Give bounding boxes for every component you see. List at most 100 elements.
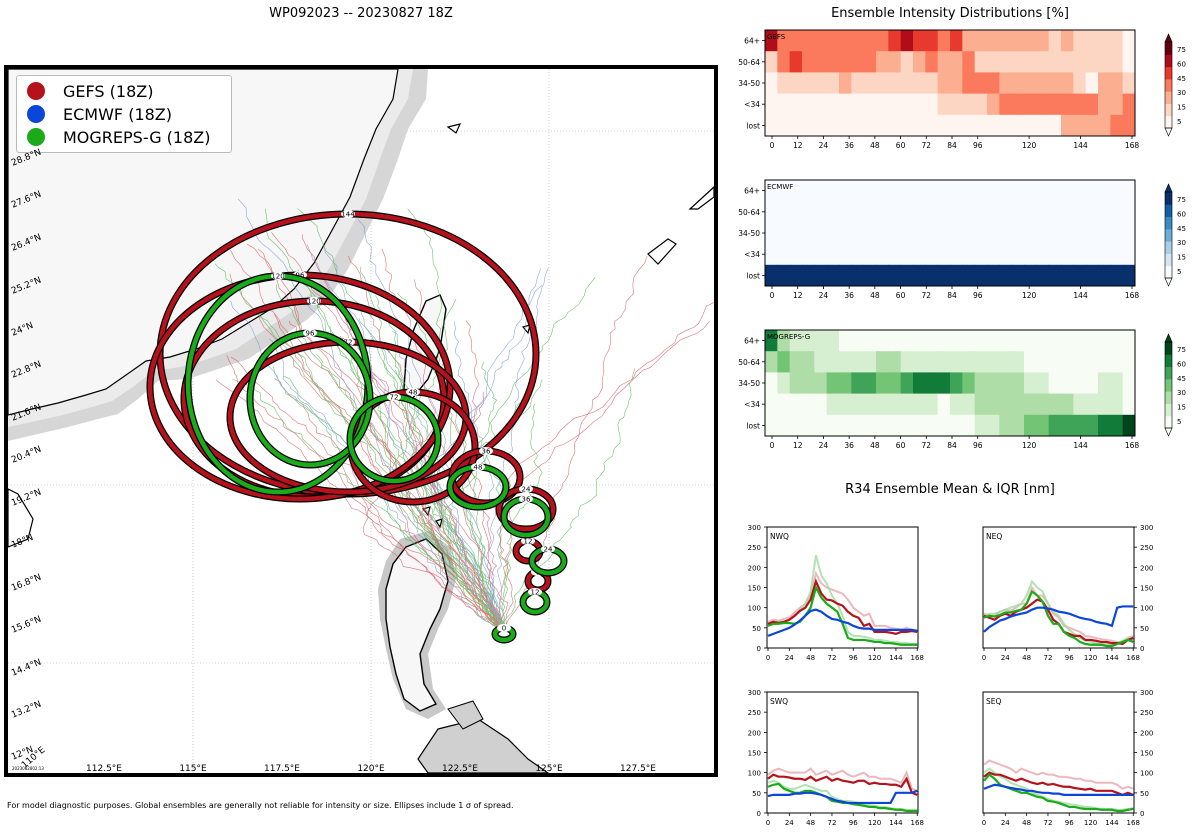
r34-frame (982, 526, 1135, 649)
r34-x-label: 24 (1001, 654, 1010, 662)
heatmap-cell (1085, 93, 1099, 116)
heatmap-cell (777, 372, 791, 395)
heatmap-x-label: 0 (770, 441, 775, 450)
r34-x-label: 168 (911, 654, 924, 662)
r34-x-label: 0 (982, 819, 986, 827)
heatmap-cell (950, 93, 963, 116)
r34-y-label: 300 (748, 524, 761, 532)
heatmap-cell (913, 372, 926, 395)
heatmap-x-label: 12 (793, 291, 803, 300)
r34-x-label: 144 (1105, 819, 1119, 827)
heatmap-cell (987, 180, 1000, 202)
heatmap-cell (802, 372, 815, 395)
heatmap-cell (1110, 264, 1124, 287)
heatmap-cell (802, 264, 815, 287)
heatmap-cell (937, 414, 951, 437)
heatmap-cell (1011, 393, 1025, 416)
heatmap-row-label: lost (746, 271, 760, 280)
heatmap-cell (1048, 414, 1062, 437)
heatmap-cell (814, 72, 828, 95)
heatmap-cell (925, 201, 939, 223)
colorbar-label: 60 (1177, 61, 1186, 69)
heatmap-row-label: lost (746, 421, 760, 430)
heatmap-cell (789, 30, 803, 52)
heatmap-x-label: 120 (1022, 141, 1037, 150)
heatmap-model-label: MOGREPS-G (767, 333, 810, 341)
r34-y-label: 250 (1140, 544, 1153, 552)
small-islands (8, 123, 714, 548)
heatmap-cell (1098, 222, 1111, 245)
heatmap-cell (1061, 72, 1074, 95)
r34-x-label: 48 (806, 654, 815, 662)
colorbar-segment (1165, 216, 1172, 230)
heatmap-cell (962, 201, 976, 223)
heatmap-cell (950, 201, 963, 223)
heatmap-cell (962, 93, 976, 116)
r34-y-label: 250 (1140, 709, 1153, 717)
heatmap-cell (839, 351, 852, 373)
heatmap-cell (839, 264, 852, 287)
r34-y-label: 150 (748, 750, 761, 758)
heatmap-cell (950, 414, 963, 437)
heatmap-cell (900, 72, 914, 95)
legend-item-ecmwf: ECMWF (18Z) (27, 103, 172, 125)
heatmap-cell (987, 351, 1000, 373)
r34-y-label: 300 (1140, 524, 1153, 532)
longitude-label: 120°E (357, 764, 385, 774)
gefs-hour-label: 72 (344, 339, 353, 347)
r34-series-gefs-iqr (767, 767, 918, 792)
heatmap-cell (802, 51, 815, 73)
heatmap-cell (974, 372, 988, 395)
heatmap-cell (925, 222, 939, 245)
heatmap-cell (814, 264, 828, 287)
colorbar-arrow-top (1164, 33, 1173, 43)
heatmap-cell (888, 330, 902, 352)
heatmap-x-label: 72 (922, 291, 932, 300)
heatmap-cell (1098, 30, 1111, 52)
heatmap-cell (950, 372, 963, 395)
colorbar-segment (1165, 342, 1172, 355)
heatmap-cell (1073, 372, 1087, 395)
r34-chart-nwq: NWQ 0 50 100 150 200 250 300 0 24 48 72 96 120 144 168 (748, 524, 924, 662)
colorbar-segment (1165, 91, 1172, 104)
heatmap-cell (900, 180, 914, 202)
r34-x-label: 168 (911, 819, 924, 827)
heatmap-cell (1110, 243, 1124, 266)
footnote: For model diagnostic purposes. Global en… (7, 801, 514, 810)
heatmap-cell (999, 372, 1013, 395)
colorbar-label: 5 (1177, 418, 1181, 426)
heatmap-cell (802, 30, 815, 52)
r34-y-label: 250 (748, 709, 761, 717)
mogreps-hour-badge (541, 545, 555, 553)
heatmap-cell (1036, 330, 1050, 352)
heatmap-row-label: 64+ (744, 337, 760, 346)
heatmap-cell (888, 201, 902, 223)
longitude-label: 125°E (535, 764, 563, 774)
heatmap-cell (863, 30, 877, 52)
heatmap-cell (876, 30, 889, 52)
heatmap-cell (1036, 222, 1050, 245)
heatmap-cell (1036, 30, 1050, 52)
heatmap-cell (765, 414, 778, 437)
heatmap-cell (1061, 264, 1074, 287)
heatmap-cell (826, 114, 840, 137)
heatmap-cell (950, 30, 963, 52)
heatmap-cell (1061, 243, 1074, 266)
heatmap-cell (826, 243, 840, 266)
heatmap-cell (777, 330, 791, 352)
heatmap-cell (1048, 372, 1062, 395)
track-map: 144 120 96 72 48 36 24 12 0 120 96 72 48 36 24 12 0 GEFS… (4, 65, 718, 777)
colorbar-label: 45 (1177, 225, 1186, 233)
heatmap-cell (863, 393, 877, 416)
heatmap-cell (1024, 330, 1037, 352)
r34-title: R34 Ensemble Mean & IQR [nm] (845, 482, 1055, 497)
heatmap-cell (826, 30, 840, 52)
heatmap-cell (777, 264, 791, 287)
heatmap-cell (777, 51, 791, 73)
heatmap-cell (900, 114, 914, 137)
heatmap-cell (1073, 93, 1087, 116)
r34-x-label: 0 (766, 819, 770, 827)
heatmap-cell (1036, 264, 1050, 287)
r34-series-gefs-iqr (767, 570, 918, 631)
heatmap-cell (863, 414, 877, 437)
